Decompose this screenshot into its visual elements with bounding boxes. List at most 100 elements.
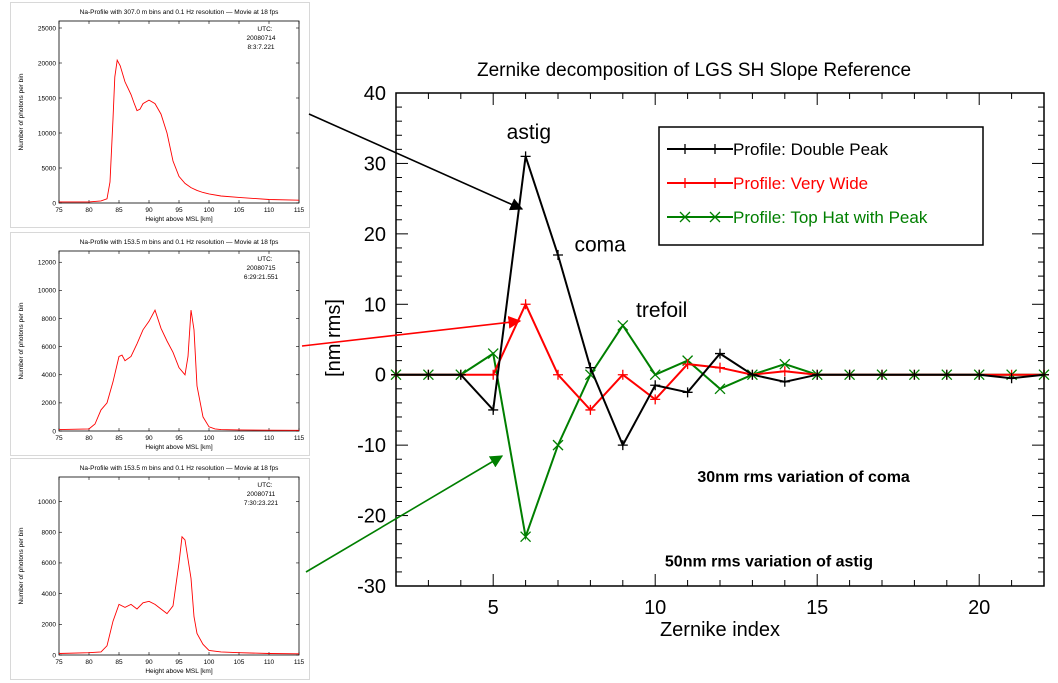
x-tick-label: 75 xyxy=(55,435,63,442)
photon-profile-line xyxy=(58,535,300,655)
profile-title: Na-Profile with 153.5 m bins and 0.1 Hz … xyxy=(80,465,279,472)
x-axis-label: Height above MSL [km] xyxy=(145,216,213,223)
y-axis-label: Number of photons per bin xyxy=(18,302,25,379)
data-point xyxy=(682,359,693,370)
x-axis-label: Height above MSL [km] xyxy=(145,668,213,675)
profile-chart-top-hat: Na-Profile with 153.5 m bins and 0.1 Hz … xyxy=(18,465,305,675)
utc-date: 20080715 xyxy=(247,265,276,272)
profile-title: Na-Profile with 153.5 m bins and 0.1 Hz … xyxy=(80,239,279,246)
x-tick-label: 100 xyxy=(204,207,215,214)
data-point xyxy=(487,348,499,360)
x-axis-label: Height above MSL [km] xyxy=(145,444,213,451)
legend-marker xyxy=(710,144,720,154)
y-tick-label: 6000 xyxy=(42,560,57,567)
data-point xyxy=(779,376,790,387)
y-tick-label: -30 xyxy=(357,576,386,598)
profile-panel-3: Na-Profile with 153.5 m bins and 0.1 Hz … xyxy=(10,458,310,680)
utc-time: 7:30:23.221 xyxy=(244,500,279,507)
y-axis-label: [nm rms] xyxy=(323,299,345,377)
data-point xyxy=(649,369,661,381)
y-tick-label: 12000 xyxy=(38,260,56,267)
utc-date: 20080714 xyxy=(247,35,276,42)
data-point xyxy=(844,369,855,380)
x-tick-label: 80 xyxy=(85,207,93,214)
annotation: astig xyxy=(507,121,551,144)
y-tick-label: 30 xyxy=(364,153,386,175)
zernike-chart: Zernike decomposition of LGS SH Slope Re… xyxy=(323,60,1050,641)
profile-panel-2: Na-Profile with 153.5 m bins and 0.1 Hz … xyxy=(10,232,310,456)
y-tick-label: 25000 xyxy=(38,25,56,32)
photon-profile-line xyxy=(58,308,300,431)
data-point xyxy=(423,369,434,380)
utc-time: 6:29:21.551 xyxy=(244,274,279,281)
x-tick-label: 105 xyxy=(234,659,245,666)
data-point xyxy=(585,362,596,373)
x-tick-label: 105 xyxy=(234,435,245,442)
data-point xyxy=(391,369,401,380)
data-point xyxy=(779,366,790,377)
legend-marker xyxy=(709,211,721,223)
data-point xyxy=(812,369,823,380)
x-tick-label: 15 xyxy=(806,597,828,619)
legend-marker xyxy=(679,211,691,223)
x-tick-label: 75 xyxy=(55,659,63,666)
y-tick-label: 0 xyxy=(52,428,56,435)
x-tick-label: 95 xyxy=(175,435,183,442)
y-tick-label: -10 xyxy=(357,435,386,457)
y-tick-label: 8000 xyxy=(42,316,57,323)
data-point xyxy=(747,369,758,380)
x-tick-label: 100 xyxy=(204,659,215,666)
zernike-chart-panel: Zernike decomposition of LGS SH Slope Re… xyxy=(310,26,1054,678)
data-point xyxy=(488,404,499,415)
x-tick-label: 75 xyxy=(55,207,63,214)
x-tick-label: 115 xyxy=(294,659,305,666)
data-point xyxy=(714,383,726,395)
x-tick-label: 95 xyxy=(175,207,183,214)
y-axis-label: Number of photons per bin xyxy=(18,527,25,604)
y-tick-label: 40 xyxy=(364,83,386,105)
profile-chart-very-wide: Na-Profile with 153.5 m bins and 0.1 Hz … xyxy=(18,239,305,451)
data-point xyxy=(682,387,693,398)
data-point xyxy=(1006,373,1017,384)
utc-time: 8:3:7.221 xyxy=(247,44,274,51)
x-tick-label: 90 xyxy=(145,659,153,666)
y-tick-label: 10000 xyxy=(38,288,56,295)
annotation: 30nm rms variation of coma xyxy=(697,469,910,486)
y-tick-label: 5000 xyxy=(42,165,57,172)
utc-label: UTC: xyxy=(257,256,272,263)
data-point xyxy=(779,358,791,370)
data-point xyxy=(553,369,563,380)
data-point xyxy=(617,319,629,331)
x-tick-label: 95 xyxy=(175,659,183,666)
profile-title: Na-Profile with 307.0 m bins and 0.1 Hz … xyxy=(80,9,279,16)
utc-label: UTC: xyxy=(257,26,272,33)
data-point xyxy=(552,439,564,451)
x-tick-label: 115 xyxy=(294,435,305,442)
y-tick-label: 8000 xyxy=(42,530,57,537)
annotation: trefoil xyxy=(636,299,687,322)
x-tick-label: 110 xyxy=(264,659,275,666)
legend-box xyxy=(658,126,984,246)
data-point xyxy=(1039,369,1049,380)
x-tick-label: 115 xyxy=(294,207,305,214)
legend-entry: Profile: Very Wide xyxy=(733,174,868,193)
data-point xyxy=(877,369,887,380)
profile-chart-double-peak: Na-Profile with 307.0 m bins and 0.1 Hz … xyxy=(18,9,305,223)
x-tick-label: 85 xyxy=(115,659,123,666)
y-tick-label: 10000 xyxy=(38,130,56,137)
data-point xyxy=(941,369,952,380)
utc-label: UTC: xyxy=(257,482,272,489)
data-point xyxy=(715,362,725,373)
data-point xyxy=(520,151,531,162)
data-point xyxy=(617,440,628,451)
x-tick-label: 80 xyxy=(85,435,93,442)
legend-marker xyxy=(680,178,690,188)
legend-entry: Profile: Double Peak xyxy=(733,140,888,159)
legend-entry: Profile: Top Hat with Peak xyxy=(733,208,928,227)
y-tick-label: 20 xyxy=(364,224,386,246)
data-point xyxy=(520,531,532,543)
x-tick-label: 110 xyxy=(264,435,275,442)
x-tick-label: 85 xyxy=(115,435,123,442)
x-tick-label: 100 xyxy=(204,435,215,442)
y-tick-label: 4000 xyxy=(42,372,57,379)
